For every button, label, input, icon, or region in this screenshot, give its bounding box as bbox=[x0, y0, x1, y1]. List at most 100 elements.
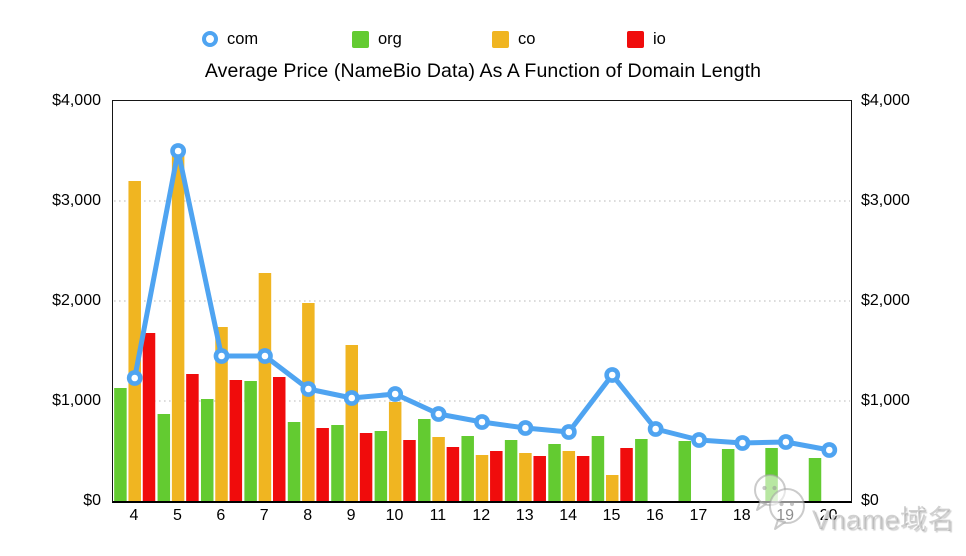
y-tick-label-left: $3,000 bbox=[52, 192, 101, 209]
bar-org bbox=[635, 439, 648, 501]
x-tick-label: 5 bbox=[172, 507, 182, 524]
y-tick-label-right: $1,000 bbox=[861, 392, 910, 409]
bar-org bbox=[461, 436, 474, 501]
bar-io bbox=[186, 374, 199, 501]
com-point-marker bbox=[604, 367, 621, 383]
bar-org bbox=[504, 440, 518, 501]
com-point-marker bbox=[300, 381, 317, 397]
y-tick-label-right: $4,000 bbox=[861, 92, 910, 109]
y-tick-label-left: $1,000 bbox=[52, 392, 101, 409]
com-point-marker bbox=[647, 421, 664, 437]
y-tick-label-left: $4,000 bbox=[52, 92, 101, 109]
com-point-marker bbox=[126, 370, 143, 386]
legend-label-org: org bbox=[378, 30, 402, 48]
bar-co bbox=[302, 303, 315, 501]
x-tick-label: 8 bbox=[303, 507, 313, 524]
bar-org bbox=[374, 431, 388, 501]
x-tick-label: 16 bbox=[646, 507, 664, 524]
x-tick-label: 12 bbox=[472, 507, 491, 524]
bar-co bbox=[258, 273, 272, 501]
legend-label-co: co bbox=[518, 30, 536, 48]
chart-legend: com org co io bbox=[0, 26, 966, 52]
x-tick-label: 7 bbox=[259, 507, 269, 524]
com-point-marker bbox=[387, 386, 404, 402]
bar-co bbox=[345, 345, 359, 501]
x-tick-label: 18 bbox=[732, 507, 751, 524]
com-point-marker bbox=[474, 414, 490, 430]
bar-io bbox=[316, 428, 329, 501]
bar-io bbox=[446, 447, 460, 501]
bar-co bbox=[388, 402, 402, 501]
bar-co bbox=[171, 156, 185, 501]
bar-org bbox=[244, 381, 257, 501]
y-tick-label-right: $2,000 bbox=[861, 292, 910, 309]
bar-io bbox=[229, 380, 243, 501]
bar-co bbox=[562, 451, 576, 501]
legend-item-org: org bbox=[352, 26, 402, 52]
y-tick-label-right: $0 bbox=[861, 492, 879, 509]
com-point-marker bbox=[170, 143, 187, 159]
x-tick-label: 10 bbox=[385, 507, 404, 524]
bar-org bbox=[331, 425, 344, 501]
bar-io bbox=[620, 448, 633, 501]
com-point-marker bbox=[430, 406, 447, 422]
bar-org bbox=[157, 414, 171, 501]
bar-io bbox=[490, 451, 503, 501]
y-tick-label-left: $2,000 bbox=[52, 292, 101, 309]
legend-label-com: com bbox=[227, 30, 259, 48]
bar-co bbox=[519, 453, 532, 501]
co-swatch-icon bbox=[492, 30, 509, 48]
bar-org bbox=[808, 458, 822, 501]
com-point-marker bbox=[821, 442, 838, 458]
bar-co bbox=[475, 455, 489, 501]
com-point-marker bbox=[734, 435, 751, 451]
io-swatch-icon bbox=[627, 30, 644, 48]
legend-item-com: com bbox=[202, 26, 258, 52]
com-point-marker bbox=[257, 348, 273, 364]
bar-org bbox=[678, 441, 692, 501]
bar-io bbox=[359, 433, 373, 501]
com-point-marker bbox=[213, 348, 230, 364]
x-tick-label: 19 bbox=[776, 507, 795, 524]
bar-co bbox=[215, 327, 228, 501]
x-tick-label: 15 bbox=[602, 507, 621, 524]
x-tick-label: 14 bbox=[559, 507, 577, 524]
legend-label-io: io bbox=[653, 30, 666, 48]
x-tick-label: 17 bbox=[689, 507, 708, 524]
com-point-marker bbox=[777, 434, 794, 450]
bar-org bbox=[418, 419, 431, 501]
x-tick-label: 9 bbox=[346, 507, 356, 524]
bar-org bbox=[200, 399, 214, 501]
y-tick-label-right: $3,000 bbox=[861, 192, 910, 209]
x-tick-label: 6 bbox=[216, 507, 226, 524]
bar-io bbox=[403, 440, 416, 501]
bar-co bbox=[605, 475, 619, 501]
com-point-marker bbox=[691, 432, 707, 448]
plot-canvas bbox=[114, 143, 850, 501]
legend-item-co: co bbox=[492, 26, 535, 52]
bar-org bbox=[114, 388, 127, 501]
x-tick-label: 20 bbox=[819, 507, 838, 524]
y-tick-label-left: $0 bbox=[83, 492, 101, 509]
bar-org bbox=[548, 444, 561, 501]
bar-io bbox=[142, 333, 156, 501]
bar-io bbox=[576, 456, 590, 501]
bar-org bbox=[287, 422, 301, 501]
com-point-marker bbox=[560, 424, 577, 440]
bar-io bbox=[533, 456, 546, 501]
plot-area bbox=[112, 100, 852, 503]
bar-co bbox=[432, 437, 445, 501]
bar-org bbox=[591, 436, 605, 501]
com-point-marker bbox=[517, 420, 534, 436]
bar-io bbox=[272, 377, 286, 501]
com-line-marker-icon bbox=[202, 31, 218, 47]
legend-item-io: io bbox=[627, 26, 666, 52]
org-swatch-icon bbox=[352, 30, 369, 48]
x-tick-label: 4 bbox=[129, 507, 139, 524]
x-tick-label: 13 bbox=[515, 507, 534, 524]
bar-org bbox=[721, 449, 735, 501]
chart-title: Average Price (NameBio Data) As A Functi… bbox=[204, 60, 762, 82]
com-point-marker bbox=[343, 390, 360, 406]
bar-co bbox=[128, 181, 141, 501]
